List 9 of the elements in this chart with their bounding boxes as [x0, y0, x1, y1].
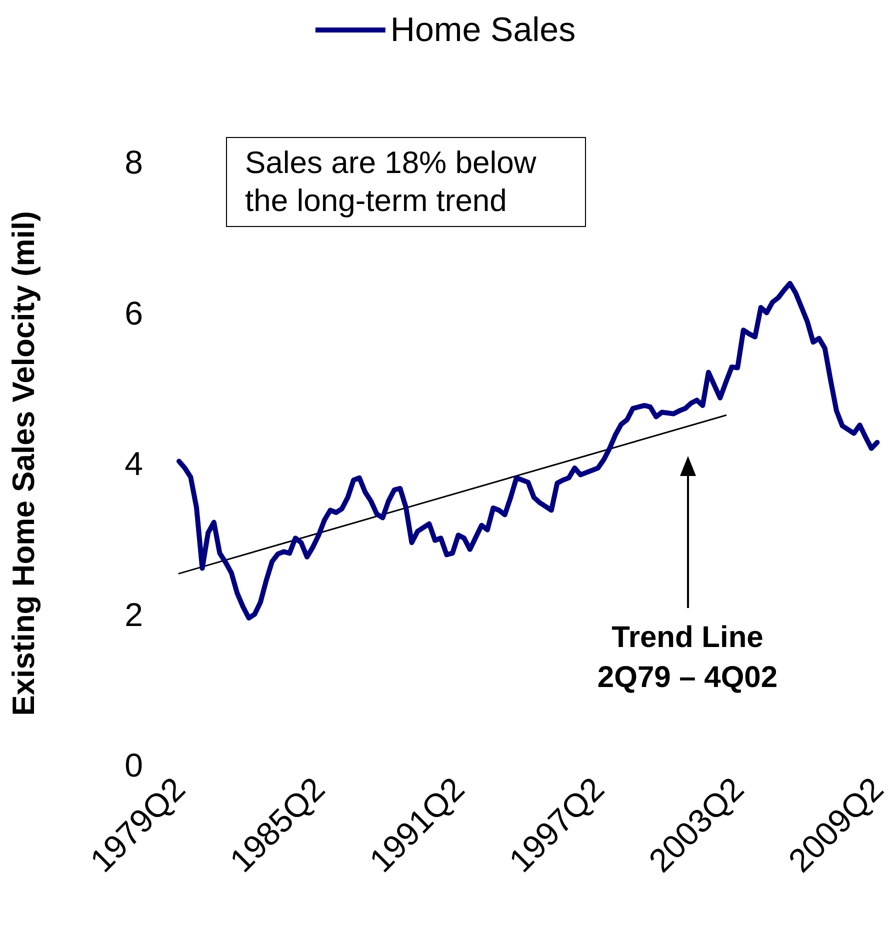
legend-label: Home Sales: [390, 11, 576, 49]
y-tick-label: 4: [124, 445, 143, 482]
y-tick-label: 6: [124, 294, 143, 332]
annotation: Trend Line 2Q79 – 4Q02: [596, 620, 779, 696]
annotation: Sales are 18% below the long-term trend: [226, 137, 586, 227]
y-tick-label: 0: [124, 746, 143, 784]
y-tick-label: 8: [124, 144, 143, 180]
y-tick-label: 2: [124, 596, 143, 633]
y-axis-title: Existing Home Sales Velocity (mil): [6, 211, 41, 716]
